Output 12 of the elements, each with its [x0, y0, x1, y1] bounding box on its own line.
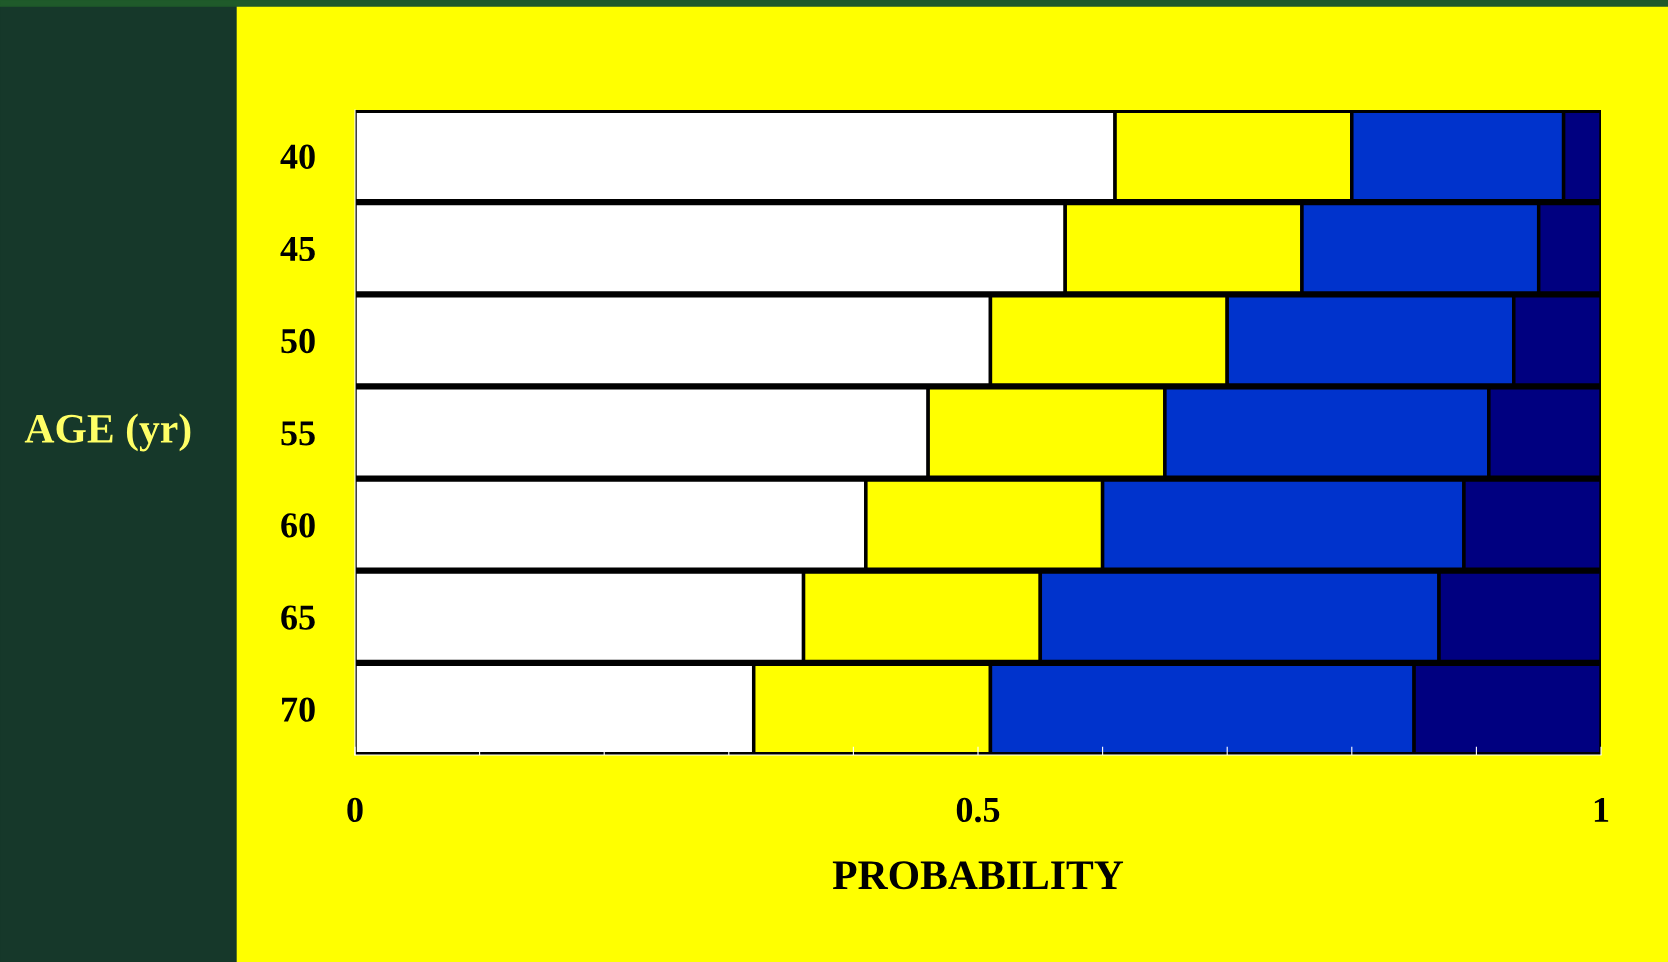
- y-tick-label: 65: [281, 605, 315, 630]
- y-tick-label: 60: [281, 513, 315, 538]
- x-tick-label: 0.5: [956, 797, 1000, 823]
- y-tick-label: 55: [281, 421, 315, 446]
- y-tick-label: 40: [280, 144, 315, 169]
- y-tick-label: 70: [282, 697, 315, 722]
- y-axis-title: AGE (yr): [24, 413, 191, 452]
- x-tick-label: 0: [347, 797, 363, 823]
- y-tick-label: 45: [280, 236, 315, 262]
- x-axis-title: PROBABILITY: [832, 861, 1124, 890]
- x-tick-label: 1: [1594, 797, 1609, 822]
- y-tick-label: 50: [281, 328, 315, 354]
